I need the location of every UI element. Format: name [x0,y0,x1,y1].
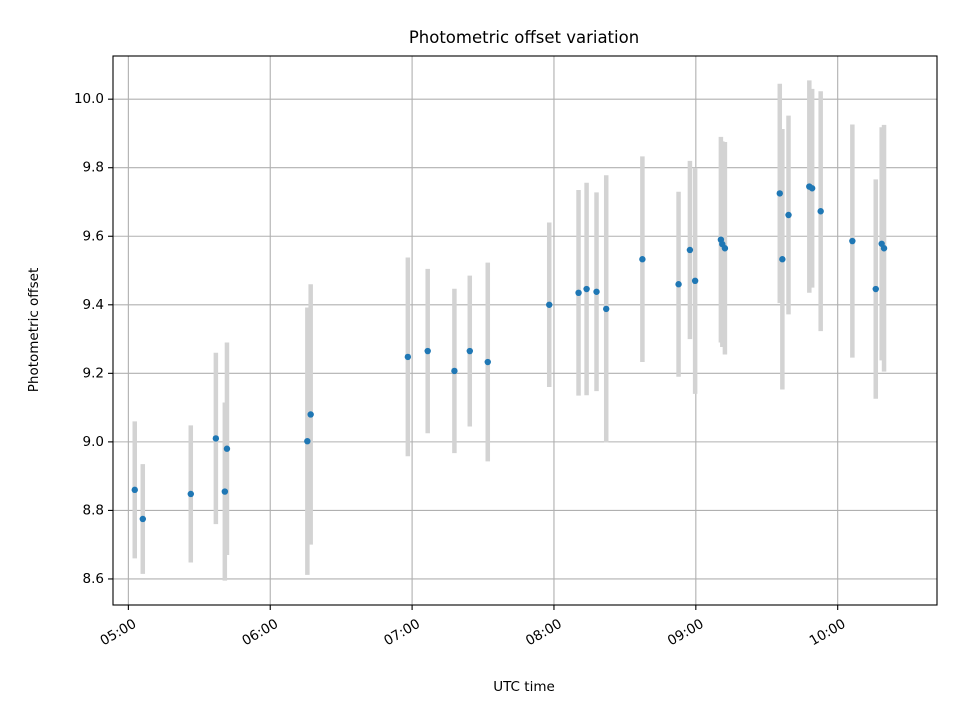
data-point [686,246,694,254]
data-point [221,488,229,495]
data-point [593,288,600,295]
data-point [675,281,682,288]
y-tick-label: 8.8 [83,502,104,518]
data-point [583,285,590,293]
data-point [808,185,816,192]
y-tick-label: 9.0 [83,434,104,450]
data-point [639,256,646,263]
data-point [779,256,786,263]
data-point [691,277,699,285]
data-point [304,437,311,445]
data-point [223,445,231,452]
data-point [721,245,729,252]
data-point [187,490,194,498]
data-point [139,515,146,523]
data-point [131,486,138,494]
data-point [424,347,431,355]
data-point [212,435,220,442]
data-point [849,237,856,245]
y-tick-label: 9.8 [83,160,104,176]
data-point [466,347,473,355]
data-point [451,367,458,375]
data-point [575,289,582,297]
data-point [307,411,314,418]
data-point [603,305,610,313]
data-point [546,301,553,308]
y-tick-label: 9.2 [83,365,104,381]
y-tick-layer: 8.6 8.8 9.0 9.2 9.4 9.6 9.8 10.0 [74,91,113,587]
y-tick-label: 9.4 [83,297,104,313]
data-point [872,285,879,293]
y-tick-label: 8.6 [83,571,104,587]
chart-title: Photometric offset variation [409,28,639,47]
data-point [776,190,783,197]
data-point [785,211,792,219]
axes-frame [112,55,938,606]
data-point [817,208,824,215]
point-layer [131,183,888,523]
data-point [484,358,491,366]
y-axis-label: Photometric offset [26,268,42,392]
y-tick-label: 10.0 [74,91,104,107]
data-point [880,245,888,252]
x-axis-label: UTC time [493,679,555,695]
y-tick-label: 9.6 [83,228,104,244]
data-point [404,353,412,361]
